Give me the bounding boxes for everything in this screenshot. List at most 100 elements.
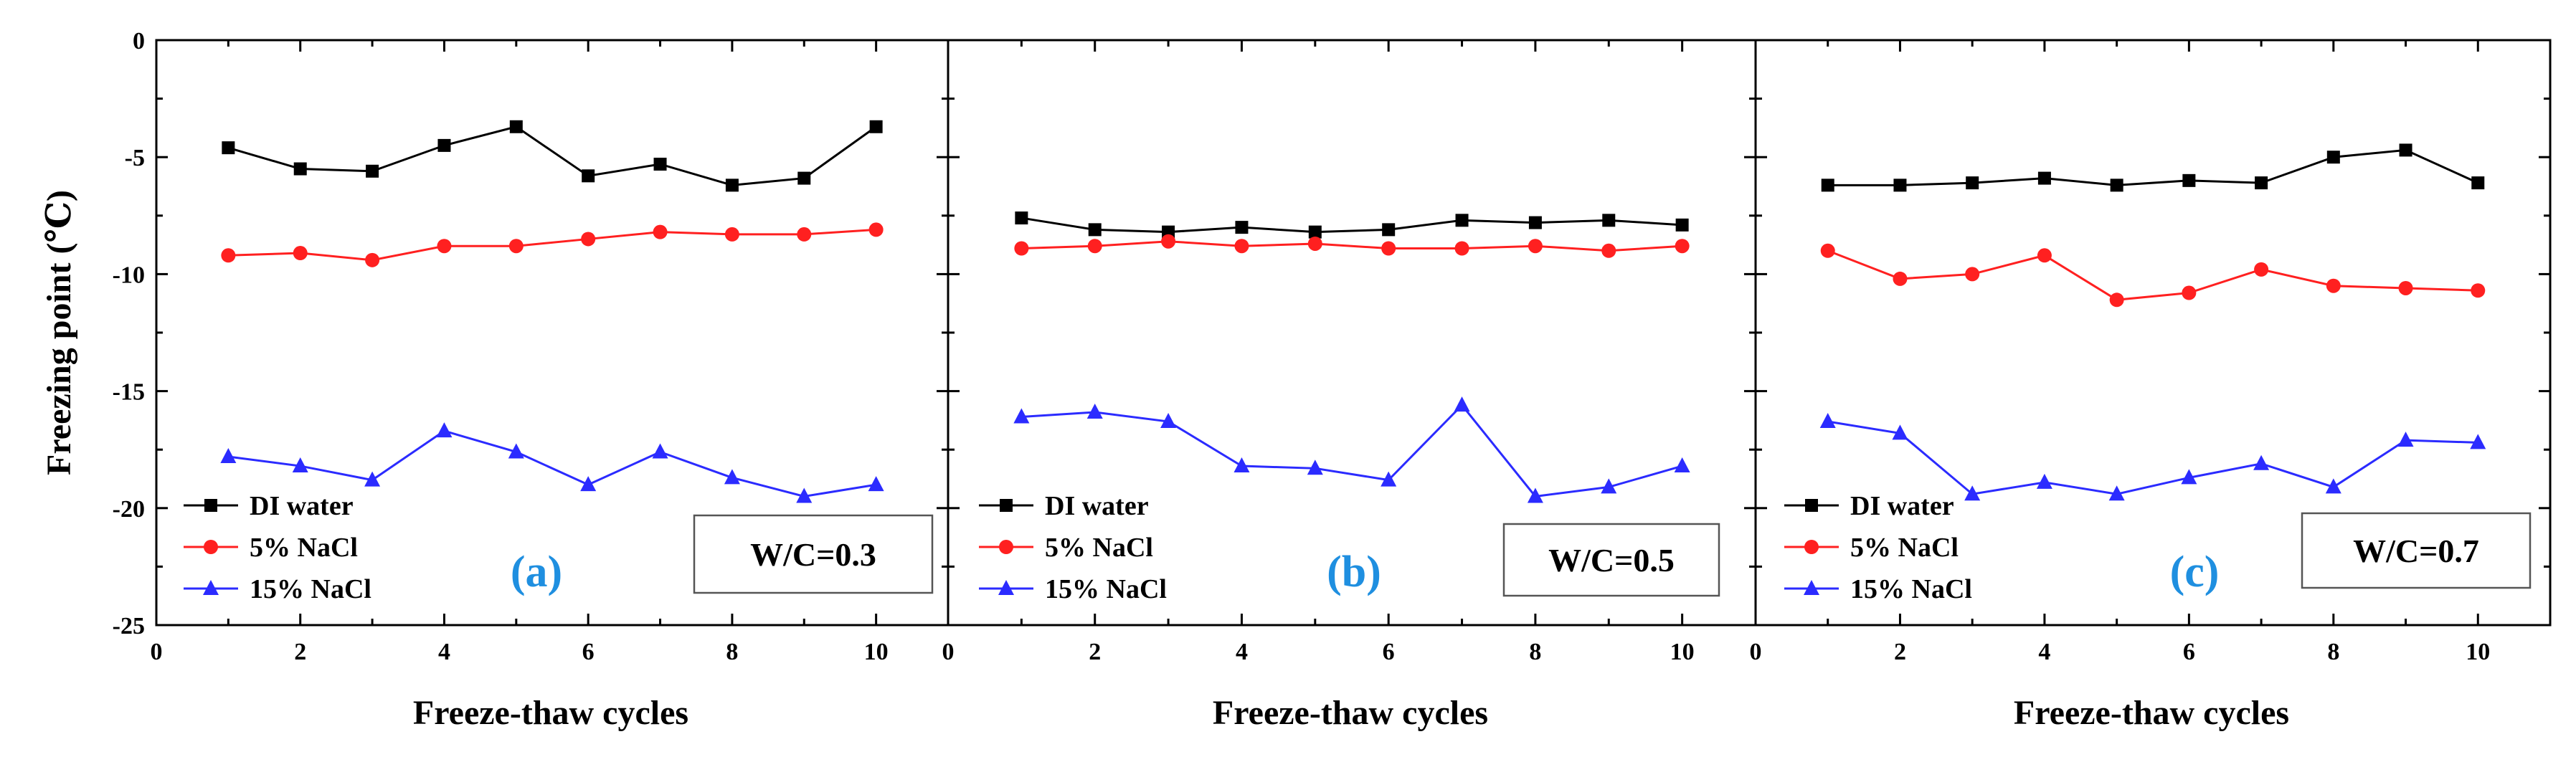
x-tick-label: 10: [2466, 639, 2490, 665]
x-tick-label: 4: [1236, 639, 1248, 665]
x-tick-label: 2: [1894, 639, 1906, 665]
data-point-circle: [508, 239, 524, 254]
x-tick-label: 8: [1529, 639, 1541, 665]
data-point-square: [1235, 221, 1249, 234]
data-point-circle: [2326, 278, 2341, 293]
y-tick-label: -20: [113, 496, 145, 523]
data-point-triangle: [2470, 434, 2486, 449]
data-point-square: [869, 120, 883, 133]
x-tick-label: 0: [942, 639, 955, 665]
x-tick-label: 8: [726, 639, 738, 665]
series-line: [1021, 403, 1683, 498]
legend-entry: 5% NaCl: [1850, 533, 1959, 563]
data-point-triangle: [1233, 457, 1250, 473]
data-point-square: [2399, 143, 2412, 157]
data-point-square: [1528, 216, 1542, 229]
data-point-square: [2037, 171, 2051, 185]
x-axis-title: Freeze-thaw cycles: [1213, 694, 1488, 732]
data-point-triangle: [2036, 473, 2052, 489]
x-tick-label: 4: [438, 639, 450, 665]
series-di-water: [1015, 211, 1689, 239]
data-point-triangle: [724, 469, 740, 485]
series-15-nacl: [1819, 413, 2486, 501]
data-point-triangle: [1892, 424, 1908, 440]
condition-box: [2301, 512, 2532, 589]
data-point-square: [2110, 178, 2123, 192]
data-point-square: [1455, 214, 1469, 227]
data-point-circle: [1804, 540, 1819, 554]
x-tick-label: 0: [1750, 639, 1762, 665]
x-tick-label: 6: [1383, 639, 1395, 665]
data-point-circle: [999, 540, 1013, 554]
data-point-triangle: [1086, 403, 1103, 419]
series-5-nacl: [1014, 234, 1690, 258]
data-point-circle: [1014, 241, 1029, 256]
data-point-circle: [653, 224, 668, 239]
data-point-square: [725, 178, 739, 192]
series-di-water: [222, 120, 883, 192]
data-point-square: [2255, 176, 2268, 190]
panel-c: 0 2 4 6 8 10 Freeze-thaw cycles DI water 5% NaCl…: [1750, 39, 2552, 732]
legend-entry: 5% NaCl: [1045, 533, 1153, 563]
series-15-nacl: [220, 422, 884, 503]
legend-entry: DI water: [1850, 491, 1954, 521]
x-tick-label: 4: [2038, 639, 2050, 665]
data-point-circle: [1675, 239, 1690, 254]
data-point-triangle: [1964, 485, 1981, 501]
x-tick-label: 0: [151, 639, 163, 665]
data-point-square: [797, 171, 811, 185]
data-point-circle: [581, 232, 596, 247]
series-line: [228, 429, 876, 498]
series-line: [1021, 240, 1682, 252]
data-point-circle: [1965, 267, 1980, 282]
data-point-circle: [437, 239, 452, 254]
series-line: [1827, 148, 2478, 186]
x-axis-title: Freeze-thaw cycles: [413, 694, 688, 732]
data-point-square: [2326, 151, 2340, 164]
data-point-square: [2182, 173, 2196, 187]
data-point-circle: [1820, 243, 1835, 258]
series-line: [227, 125, 877, 186]
series-line: [1827, 249, 2478, 301]
x-tick-label: 2: [294, 639, 306, 665]
data-point-square: [366, 164, 379, 178]
condition-label: W/C=0.7: [2353, 533, 2479, 569]
data-point-circle: [1601, 243, 1616, 258]
data-point-triangle: [998, 580, 1014, 595]
x-tick-label: 10: [1670, 639, 1695, 665]
y-tick-label: -10: [113, 262, 145, 288]
panel-label: (a): [511, 548, 562, 596]
data-point-circle: [2182, 285, 2197, 300]
legend-entry: 15% NaCl: [1850, 574, 1972, 604]
data-point-triangle: [2181, 469, 2197, 485]
legend: DI water 5% NaCl 15% NaCl: [979, 491, 1167, 604]
data-point-square: [293, 162, 307, 176]
data-point-circle: [1161, 234, 1176, 249]
data-point-square: [1088, 223, 1102, 237]
y-tick-label: -15: [113, 379, 145, 406]
data-point-circle: [2471, 283, 2486, 298]
condition-box: [693, 514, 934, 594]
x-axis-title: Freeze-thaw cycles: [2014, 694, 2289, 732]
series-di-water: [1821, 143, 2485, 192]
x-tick-label: 6: [2183, 639, 2195, 665]
data-point-triangle: [1527, 487, 1543, 503]
y-axis-title: Freezing point (℃): [40, 190, 78, 475]
data-point-triangle: [1307, 460, 1323, 475]
data-point-square: [204, 499, 217, 512]
x-tick-label: 8: [2327, 639, 2339, 665]
data-point-triangle: [868, 476, 884, 492]
data-point-triangle: [580, 476, 597, 492]
data-point-circle: [2254, 262, 2269, 277]
x-tick-label: 2: [1089, 639, 1101, 665]
data-point-triangle: [1601, 478, 1617, 494]
data-point-square: [1893, 178, 1907, 192]
data-point-square: [1675, 218, 1689, 232]
data-point-square: [582, 169, 595, 183]
data-point-circle: [221, 248, 236, 263]
data-point-circle: [1454, 241, 1469, 256]
data-point-square: [1382, 223, 1396, 237]
data-point-circle: [724, 227, 739, 242]
panel-a: 0 2 4 6 8 10 0 -5 -10 -15 -20 -25 Freeze-thaw cycles…: [40, 28, 950, 732]
data-point-square: [1602, 214, 1616, 227]
